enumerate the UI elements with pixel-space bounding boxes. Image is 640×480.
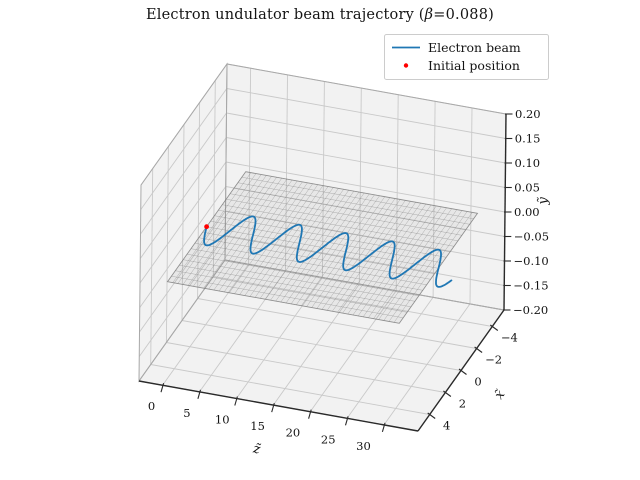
y-tick-label: 0.05 <box>514 181 540 195</box>
beta-symbol: β <box>424 7 434 23</box>
z-tick-label: 5 <box>183 406 190 420</box>
x-tick-label: 2 <box>459 397 466 411</box>
y-tick-label: 0.10 <box>515 156 541 170</box>
x-tick-label: −4 <box>501 331 518 345</box>
initial-position-marker <box>204 224 210 230</box>
x-tick-label: −2 <box>485 353 502 367</box>
legend: Electron beam Initial position <box>384 34 549 80</box>
z-axis-label: z̃ <box>251 441 262 457</box>
y-tick-label: 0.00 <box>514 205 540 219</box>
plot-title: Electron undulator beam trajectory (β=0.… <box>0 7 640 23</box>
x-tick-label: 0 <box>474 375 481 389</box>
legend-label-electron-beam: Electron beam <box>428 40 521 55</box>
z-tick-label: 30 <box>356 439 371 453</box>
legend-dot-sample <box>403 63 409 68</box>
y-tick-label: 0.20 <box>515 107 541 121</box>
x-tick-label: 4 <box>443 419 450 433</box>
y-axis-label: ỹ <box>536 196 551 205</box>
tick-labels: 0 5 10 15 20 25 30420−2−4−0.20−0.15−0.10−0.050… <box>148 107 549 453</box>
z-tick-label: 0 <box>148 399 155 413</box>
y-tick-label: 0.15 <box>515 132 541 146</box>
beam-trajectory <box>203 215 453 288</box>
legend-entry-initial-position: Initial position <box>403 58 520 73</box>
z-tick-label: 25 <box>321 432 336 446</box>
y-tick-label: −0.05 <box>514 230 549 244</box>
x-axis-label: x̃ <box>492 387 509 402</box>
grid-lines <box>138 63 507 426</box>
axis-tick-marks <box>160 113 513 433</box>
y-tick-label: −0.10 <box>514 254 549 268</box>
legend-entry-electron-beam: Electron beam <box>392 40 521 55</box>
z-tick-label: 20 <box>286 426 301 440</box>
y-tick-label: −0.20 <box>513 303 548 317</box>
plot-title-text: Electron undulator beam trajectory ( <box>146 7 425 23</box>
electron-beam-line <box>203 215 453 288</box>
plot-title-value: =0.088) <box>433 7 494 23</box>
z-tick-label: 10 <box>215 413 230 427</box>
z-tick-label: 15 <box>250 419 265 433</box>
y-tick-label: −0.15 <box>513 279 548 293</box>
legend-box <box>384 34 549 80</box>
legend-label-initial-position: Initial position <box>428 58 520 73</box>
